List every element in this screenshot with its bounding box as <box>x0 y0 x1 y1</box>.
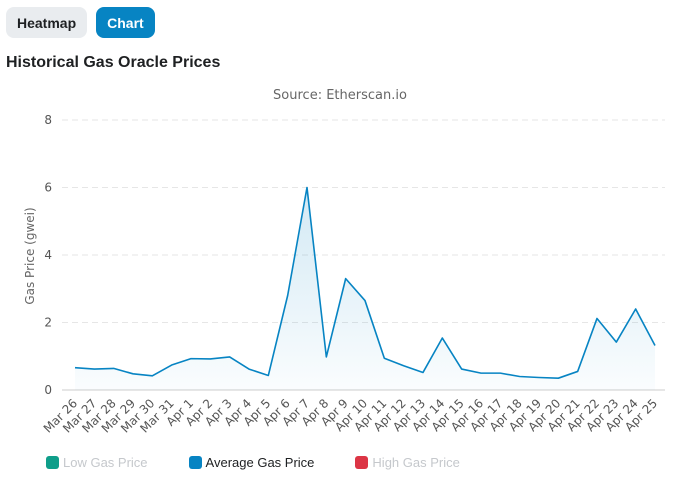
chart-subtitle: Source: Etherscan.io <box>273 88 407 103</box>
data-point[interactable] <box>459 366 465 372</box>
data-point[interactable] <box>265 372 271 378</box>
data-point[interactable] <box>594 315 600 321</box>
data-point[interactable] <box>169 362 175 368</box>
data-point[interactable] <box>111 365 117 371</box>
view-toggle: Heatmap Chart <box>6 7 155 38</box>
data-point[interactable] <box>227 354 233 360</box>
y-axis-label: Gas Price (gwei) <box>23 207 37 304</box>
series-line-average <box>74 186 656 379</box>
legend-swatch <box>46 456 59 469</box>
gas-price-chart: Source: Etherscan.io Gas Price (gwei) 0 2… <box>23 88 665 436</box>
data-point[interactable] <box>536 375 542 381</box>
y-tick-label: 0 <box>44 383 52 397</box>
series-area-average <box>75 187 655 390</box>
data-point[interactable] <box>633 306 639 312</box>
data-point[interactable] <box>130 371 136 377</box>
data-point[interactable] <box>613 339 619 345</box>
chart-legend: Low Gas Price Average Gas Price High Gas P… <box>46 455 501 470</box>
page-title: Historical Gas Oracle Prices <box>6 54 221 71</box>
y-tick-label: 8 <box>44 113 52 127</box>
data-point[interactable] <box>149 373 155 379</box>
data-point[interactable] <box>304 185 310 191</box>
y-tick-label: 6 <box>44 181 52 195</box>
data-point[interactable] <box>381 355 387 361</box>
data-point[interactable] <box>497 370 503 376</box>
data-point[interactable] <box>72 365 78 371</box>
legend-item[interactable]: Low Gas Price <box>46 455 148 470</box>
legend-label: Average Gas Price <box>205 455 315 470</box>
data-point[interactable] <box>207 356 213 362</box>
data-point[interactable] <box>362 298 368 304</box>
data-point[interactable] <box>439 335 445 341</box>
data-point[interactable] <box>517 374 523 380</box>
legend-item[interactable]: Average Gas Price <box>188 455 315 470</box>
legend-swatch <box>188 456 202 469</box>
data-point[interactable] <box>285 293 291 299</box>
legend-swatch <box>355 456 369 469</box>
legend-item[interactable]: High Gas Price <box>355 455 460 470</box>
y-tick-label: 4 <box>44 248 52 262</box>
data-point[interactable] <box>420 369 426 375</box>
legend-label: High Gas Price <box>372 455 460 470</box>
legend-label: Low Gas Price <box>63 455 148 470</box>
data-point[interactable] <box>401 363 407 369</box>
data-point[interactable] <box>91 366 97 372</box>
data-point[interactable] <box>575 368 581 374</box>
data-point[interactable] <box>246 366 252 372</box>
data-point[interactable] <box>188 356 194 362</box>
tab-chart[interactable]: Chart <box>96 7 155 38</box>
tab-heatmap[interactable]: Heatmap <box>6 7 88 38</box>
data-point[interactable] <box>652 342 658 348</box>
data-point[interactable] <box>323 354 329 360</box>
data-point[interactable] <box>555 375 561 381</box>
data-point[interactable] <box>343 276 349 282</box>
data-point[interactable] <box>478 370 484 376</box>
y-tick-label: 2 <box>44 316 52 330</box>
